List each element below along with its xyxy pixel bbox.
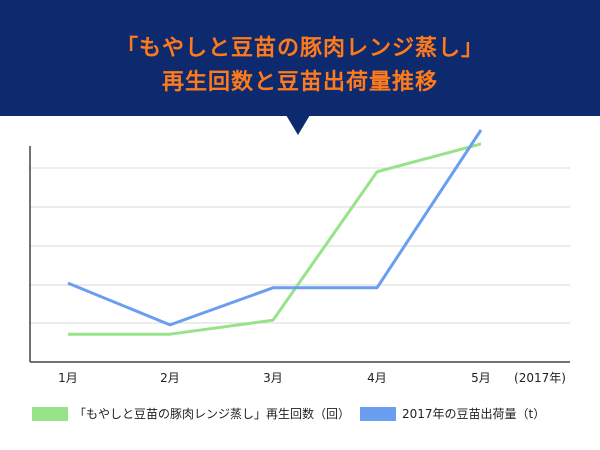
x-tick-label: 1月 [58, 371, 78, 385]
x-tick-label: 5月 [471, 371, 491, 385]
series-line-shipments [67, 129, 483, 327]
x-axis-unit-label: (2017年) [514, 371, 566, 385]
legend-swatch-views [32, 406, 68, 421]
x-tick-label: 4月 [367, 371, 387, 385]
chart-title-line-2: 再生回数と豆苗出荷量推移 [161, 70, 438, 95]
x-tick-label: 2月 [160, 371, 180, 385]
legend-item-views: 「もやしと豆苗の豚肉レンジ蒸し」再生回数（回） [32, 405, 350, 422]
chart-title-line-1: 「もやしと豆苗の豚肉レンジ蒸し」 [115, 36, 484, 61]
series-line-views [68, 142, 482, 336]
chart-legend: 「もやしと豆苗の豚肉レンジ蒸し」再生回数（回） 2017年の豆苗出荷量（t） [0, 405, 600, 427]
legend-item-shipments: 2017年の豆苗出荷量（t） [360, 405, 545, 422]
line-chart: 1月 2月 3月 4月 5月 (2017年) [29, 129, 570, 385]
legend-label-shipments: 2017年の豆苗出荷量（t） [402, 407, 546, 421]
x-tick-label: 3月 [263, 371, 283, 385]
banner-pointer-arrow [286, 115, 310, 135]
legend-label-views: 「もやしと豆苗の豚肉レンジ蒸し」再生回数（回） [74, 407, 351, 421]
legend-swatch-shipments [360, 406, 396, 421]
title-banner: 「もやしと豆苗の豚肉レンジ蒸し」 再生回数と豆苗出荷量推移 [0, 0, 600, 116]
